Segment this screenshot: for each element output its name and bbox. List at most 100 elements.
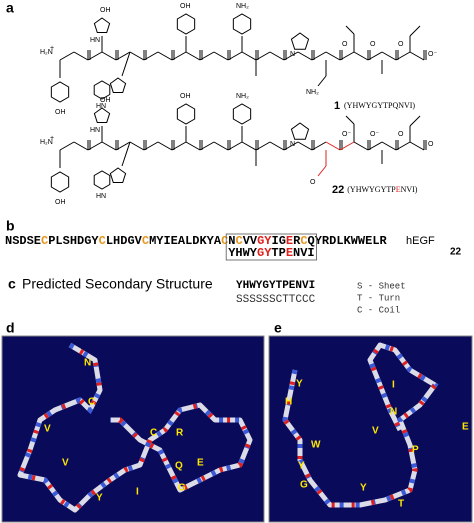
mutation: E [396, 185, 401, 194]
bond [121, 51, 131, 77]
bond [185, 141, 201, 151]
bond [311, 51, 327, 61]
atom-label: N [290, 51, 295, 58]
sequence-segment: C [300, 234, 307, 248]
ring [109, 77, 127, 93]
sequence-segment: MYIEALDKYA [149, 234, 222, 248]
compound-label: 22 (YHWYGYTPENVI) [332, 184, 418, 196]
legend-entry: T - Turn [357, 293, 400, 303]
bond [255, 141, 271, 151]
backbone-n [16, 342, 253, 514]
bond [409, 25, 421, 37]
bond [115, 51, 131, 61]
bond [59, 141, 75, 151]
panel-label: d [6, 320, 15, 336]
atom-label: HN [96, 103, 106, 110]
bond [317, 75, 327, 87]
bond [129, 51, 145, 61]
bond [157, 51, 173, 61]
ring [232, 103, 252, 125]
residue-label: N [390, 407, 397, 418]
sequence-segment: NSDSE [5, 234, 41, 248]
bond [241, 51, 257, 61]
atom-label: HN [90, 37, 100, 44]
bond [269, 141, 285, 151]
panel-label: c [8, 276, 16, 292]
sequence-segment: TP [271, 246, 285, 260]
residue-label: I [136, 487, 139, 498]
atom-label: O [342, 41, 348, 48]
compound-number: 1 [334, 100, 340, 112]
bond [409, 115, 421, 127]
bond [325, 51, 341, 61]
panel-label: a [6, 0, 14, 16]
residue-label: G [300, 480, 308, 491]
atom-label: + [50, 45, 54, 52]
residue-label: W [311, 440, 321, 451]
sequence-segment: NVI [293, 246, 315, 260]
model-panel [1, 335, 265, 523]
sequence: YHWYGYTPENVI [236, 280, 315, 292]
compound-sequence: (YHWYGYTP [347, 185, 396, 194]
atom-label: O⁻ [342, 131, 351, 138]
legend-entry: C - Coil [357, 305, 400, 315]
atom-label: OH [100, 7, 111, 14]
residue-label: T [398, 499, 404, 510]
sequence-segment: YHWY [228, 246, 258, 260]
sequence-segment: C [142, 234, 149, 248]
ring [93, 170, 111, 190]
sequence-segment: R [293, 234, 301, 248]
bond [297, 51, 313, 61]
sequence-segment: IG [272, 234, 286, 248]
sequence-line: YHWYGYTPENVI [228, 246, 314, 260]
atom-label: + [50, 135, 54, 142]
sequence-segment: C [99, 234, 106, 248]
sequence-segment: GY [257, 234, 272, 248]
structure-string: SSSSSSCTTCCC [236, 294, 316, 306]
bond [143, 51, 159, 61]
bond [185, 51, 201, 61]
compound-sequence: (YHWYGYTPQNVI) [344, 101, 415, 110]
bond [143, 141, 159, 151]
ring [50, 171, 70, 193]
panel-label: b [6, 218, 15, 234]
hegf-label: hEGF [406, 235, 435, 247]
bond [227, 51, 243, 61]
residue-label: Y [96, 493, 103, 504]
bond [345, 25, 355, 35]
bond [283, 141, 299, 151]
bond [171, 51, 187, 61]
residue-label: Y [296, 379, 303, 390]
bond [317, 165, 327, 177]
bond [199, 141, 215, 151]
atom-label: O⁻ [428, 51, 437, 58]
residue-label: V [62, 458, 69, 469]
bond [73, 51, 89, 61]
bond [73, 141, 89, 151]
bond [311, 141, 327, 151]
alignment-box [225, 233, 317, 261]
bond [171, 141, 187, 151]
residue-label: H [285, 397, 292, 408]
atom-label: OH [55, 199, 66, 206]
residue-label: Y [360, 483, 367, 494]
bond [255, 51, 271, 61]
residue-label: V [372, 426, 379, 437]
bond [101, 141, 117, 151]
atom-label: OH [180, 3, 191, 10]
bond [353, 51, 369, 61]
atom-label: OH [55, 109, 66, 116]
bond [87, 51, 103, 61]
atom-label: NH₂ [306, 89, 319, 96]
residue-label: I [392, 380, 395, 391]
atom-label: HN [90, 127, 100, 134]
atom-label: OH [100, 97, 111, 104]
bond [283, 51, 299, 61]
model: N C V R V C E QG Y I [16, 342, 253, 514]
bond [157, 141, 173, 151]
bond [227, 141, 243, 151]
bond [395, 141, 411, 151]
backbone-o [282, 342, 439, 508]
compound-sequence: NVI) [401, 185, 418, 194]
